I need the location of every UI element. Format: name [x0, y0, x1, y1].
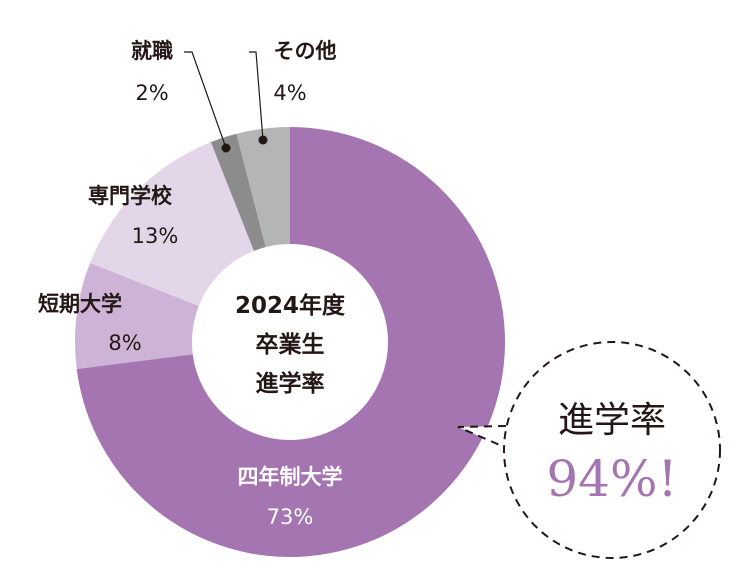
slice-value-other: 4%: [273, 81, 306, 105]
slice-value-employment: 2%: [135, 81, 168, 105]
slice-label-junior-college: 短期大学: [38, 292, 122, 316]
callout-title: 進学率: [558, 400, 666, 441]
slice-value-junior-college: 8%: [108, 331, 141, 355]
donut-hole: [192, 244, 388, 440]
slice-label-employment: 就職: [131, 39, 173, 63]
callout-tail: [457, 425, 507, 447]
callout-bubble: [503, 341, 721, 559]
callout-value: 94%!: [546, 450, 677, 508]
slice-label-vocational: 専門学校: [88, 184, 173, 208]
leader-dot-employment: [221, 143, 231, 153]
leader-line-employment: [184, 51, 227, 149]
leader-dot-other: [258, 135, 268, 145]
slice-label-university: 四年制大学: [238, 465, 343, 489]
slice-value-vocational: 13%: [132, 224, 179, 248]
slice-value-university: 73%: [267, 505, 314, 529]
leader-line-other: [249, 51, 264, 141]
slice-label-other: その他: [274, 39, 337, 63]
center-label-line2: 卒業生: [256, 331, 325, 358]
center-label-line1: 2024年度: [235, 292, 346, 319]
center-label-line3: 進学率: [256, 370, 325, 397]
